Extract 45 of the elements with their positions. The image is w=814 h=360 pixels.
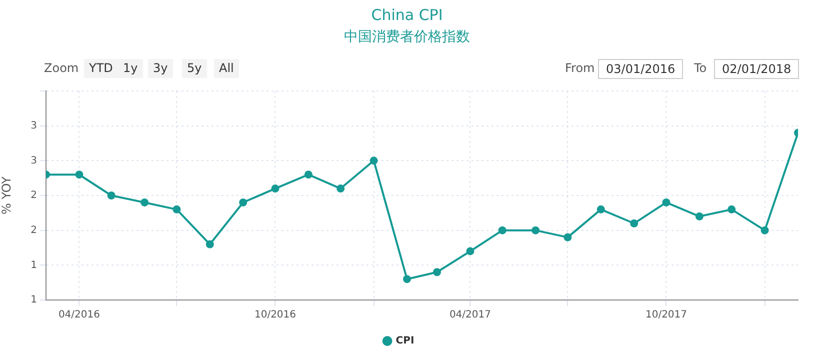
point bbox=[466, 247, 474, 256]
y-tick-label: 1 bbox=[30, 260, 37, 271]
date-field: 02/01/2018 bbox=[714, 59, 800, 79]
point bbox=[271, 184, 280, 193]
point bbox=[75, 170, 84, 179]
point bbox=[630, 219, 638, 228]
zoom-button: All bbox=[214, 59, 239, 78]
from-label: From bbox=[565, 60, 595, 77]
point bbox=[107, 192, 116, 200]
point bbox=[336, 184, 345, 193]
chart-title: China CPI bbox=[370, 6, 444, 24]
y-tick-label: 2 bbox=[30, 190, 37, 202]
zoom-button: YTD bbox=[84, 59, 118, 78]
point bbox=[695, 212, 704, 220]
zoom-label: Zoom bbox=[44, 60, 79, 77]
point bbox=[206, 240, 214, 248]
point bbox=[728, 205, 736, 214]
y-axis-title: % YOY bbox=[0, 176, 14, 215]
point bbox=[532, 226, 540, 234]
chart-subtitle: 中国消费者价格指数 bbox=[343, 28, 471, 46]
zoom-button: 3y bbox=[148, 59, 173, 78]
zoom-button: 1y bbox=[118, 59, 143, 78]
x-tick-label: 04/2016 bbox=[58, 310, 100, 321]
point bbox=[760, 226, 769, 234]
x-tick-label: 04/2017 bbox=[449, 310, 491, 321]
point bbox=[662, 198, 670, 206]
point bbox=[140, 198, 149, 206]
point bbox=[564, 233, 572, 242]
point bbox=[304, 170, 312, 179]
legend-label: CPI bbox=[396, 336, 414, 347]
point bbox=[498, 226, 506, 234]
point bbox=[239, 198, 248, 206]
x-tick-label: 10/2016 bbox=[254, 310, 296, 321]
y-tick-label: 3 bbox=[30, 155, 37, 166]
to-label: To bbox=[694, 60, 707, 77]
zoom-button: 5y bbox=[182, 59, 207, 78]
date-field: 03/01/2016 bbox=[598, 59, 684, 79]
point bbox=[596, 205, 605, 214]
point bbox=[172, 205, 181, 214]
x-tick-label: 10/2017 bbox=[645, 310, 688, 321]
y-tick-label: 2 bbox=[30, 224, 37, 236]
y-tick-label: 3 bbox=[30, 120, 37, 132]
point bbox=[432, 268, 441, 276]
point bbox=[370, 156, 378, 165]
y-tick-label: 1 bbox=[30, 294, 37, 306]
